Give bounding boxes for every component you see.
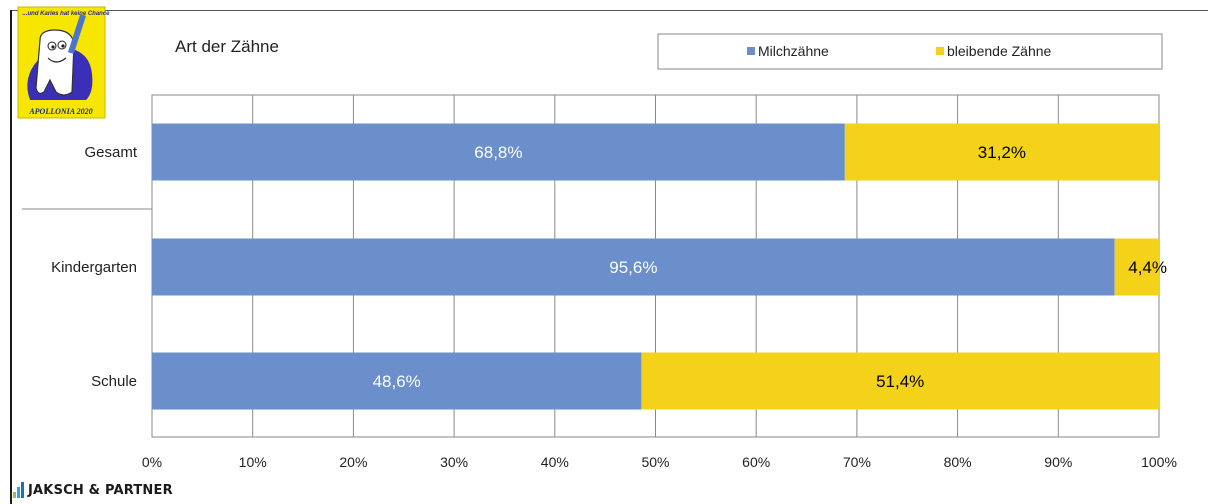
bar-segment [152,123,845,181]
x-tick-label: 0% [142,454,162,470]
legend-label-bleibende-zaehne: bleibende Zähne [947,43,1052,59]
x-axis-ticks: 0% 10% 20% 30% 40% 50% 60% 70% 80% 90% 100% [142,454,1177,470]
x-tick-label: 20% [339,454,367,470]
chart-legend: Milchzähne bleibende Zähne [657,33,1163,70]
chart-frame-top [10,10,1208,11]
logo-caption: APOLLONIA 2020 [28,107,92,116]
bar-segment [152,238,1115,296]
data-label: 4,4% [1128,258,1167,277]
chart-frame-left [10,10,12,504]
x-tick-label: 50% [641,454,669,470]
data-label: 31,2% [978,143,1026,162]
x-tick-label: 70% [843,454,871,470]
x-tick-label: 40% [541,454,569,470]
data-label: 68,8% [474,143,522,162]
mascot-toothbrush-icon [67,14,87,54]
legend-swatch-milchzaehne [747,47,755,55]
chart-title: Art der Zähne [175,37,279,56]
jaksch-partner-logo: JAKSCH & PARTNER [13,480,173,500]
category-label: Kindergarten [51,259,137,276]
legend-label-milchzaehne: Milchzähne [758,43,829,59]
x-tick-label: 100% [1141,454,1177,470]
bar-segment [1114,238,1159,296]
category-label: Gesamt [84,144,137,161]
x-tick-label: 30% [440,454,468,470]
logo-bars-icon [13,482,24,498]
apollonia-logo: ...und Karies hat keine Chance APOLLONIA… [17,6,110,119]
category-label: Schule [91,373,137,390]
bar-segment [641,352,1159,410]
category-labels: Gesamt Kindergarten Schule [51,144,138,390]
data-label: 48,6% [373,372,421,391]
logo-tagline: ...und Karies hat keine Chance [22,11,110,17]
data-label: 51,4% [876,372,924,391]
data-label: 95,6% [609,258,657,277]
x-tick-label: 10% [239,454,267,470]
legend-box [657,33,1163,70]
x-tick-label: 90% [1044,454,1072,470]
data-labels: 68,8% 31,2% 95,6% 4,4% 48,6% 51,4% [373,143,1167,391]
footer-brand: JAKSCH & PARTNER [28,482,173,498]
x-tick-label: 80% [944,454,972,470]
legend-swatch-bleibende-zaehne [936,47,944,55]
bars [152,123,1159,410]
bar-segment [844,123,1159,181]
x-tick-label: 60% [742,454,770,470]
bar-segment [152,352,642,410]
